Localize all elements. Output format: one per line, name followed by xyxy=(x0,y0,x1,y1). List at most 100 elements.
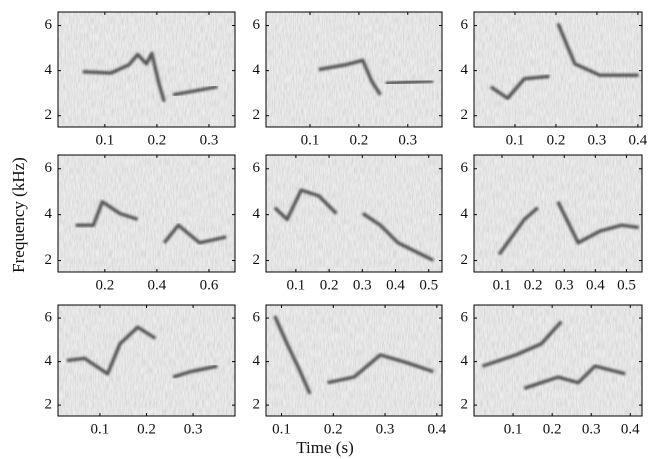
x-tick-label: 0.1 xyxy=(95,132,114,148)
x-tick-label: 0.3 xyxy=(184,421,203,437)
y-tick-label: 4 xyxy=(45,62,53,78)
y-tick-label: 2 xyxy=(253,397,261,413)
x-tick-label: 0.2 xyxy=(350,132,369,148)
y-tick-label: 4 xyxy=(253,62,261,78)
x-tick-label: 0.3 xyxy=(376,421,395,437)
spectral-trace xyxy=(327,353,434,385)
x-tick-label: 0.3 xyxy=(555,277,574,293)
y-tick-label: 6 xyxy=(461,17,469,33)
y-tick-label: 4 xyxy=(45,353,53,369)
y-tick-label: 6 xyxy=(253,160,261,176)
x-tick-label: 0.1 xyxy=(91,421,110,437)
plot-frame xyxy=(265,11,443,128)
spectral-trace xyxy=(66,325,157,376)
x-tick-label: 0.4 xyxy=(427,421,446,437)
x-tick-label: 0.1 xyxy=(287,277,306,293)
plot-frame xyxy=(473,304,643,417)
spectral-trace xyxy=(556,201,639,245)
panel: 0.1 0.2 0.3 0.4 2 4 6 xyxy=(253,304,447,437)
spectral-trace xyxy=(82,51,166,103)
x-tick-label: 0.1 xyxy=(506,132,525,148)
y-tick-label: 6 xyxy=(45,17,53,33)
panel: 0.1 0.2 0.3 0.4 0.5 2 4 6 xyxy=(253,154,443,293)
y-tick-label: 4 xyxy=(45,206,53,222)
spectral-trace xyxy=(172,85,218,97)
y-tick-label: 6 xyxy=(461,160,469,176)
y-tick-label: 6 xyxy=(253,309,261,325)
plot-frame xyxy=(473,11,643,128)
x-tick-label: 0.1 xyxy=(504,421,523,437)
y-tick-label: 4 xyxy=(253,206,261,222)
x-tick-label: 0.4 xyxy=(621,421,640,437)
y-tick-label: 4 xyxy=(461,206,469,222)
x-axis-label: Time (s) xyxy=(296,438,353,457)
plot-frame xyxy=(57,11,236,128)
spectral-trace xyxy=(75,200,139,227)
y-tick-label: 2 xyxy=(253,107,261,123)
x-tick-label: 0.2 xyxy=(95,277,114,293)
panel: 0.1 0.2 0.3 0.4 2 4 6 xyxy=(461,11,648,148)
x-tick-label: 0.3 xyxy=(200,132,219,148)
x-tick-label: 0.2 xyxy=(324,421,343,437)
spectral-trace xyxy=(162,223,227,245)
spectral-trace xyxy=(556,22,639,78)
y-tick-label: 4 xyxy=(253,353,261,369)
spectrogram-texture xyxy=(58,305,235,416)
x-tick-label: 0.5 xyxy=(617,277,636,293)
x-tick-label: 0.1 xyxy=(301,132,320,148)
spectral-trace xyxy=(273,188,338,222)
spectrogram-texture xyxy=(266,305,442,416)
plot-frame xyxy=(265,154,443,273)
panel: 0.1 0.2 0.3 2 4 6 xyxy=(45,11,236,148)
x-tick-label: 0.2 xyxy=(320,277,339,293)
spectral-trace xyxy=(489,74,550,101)
y-tick-label: 2 xyxy=(45,107,53,123)
spectral-trace xyxy=(523,364,626,390)
x-tick-label: 0.2 xyxy=(137,421,156,437)
y-tick-label: 2 xyxy=(461,252,469,268)
y-tick-label: 6 xyxy=(461,309,469,325)
spectral-trace xyxy=(318,58,382,96)
y-tick-label: 4 xyxy=(461,62,469,78)
x-tick-label: 0.4 xyxy=(386,277,405,293)
spectrogram-texture xyxy=(58,12,235,127)
y-tick-label: 6 xyxy=(45,309,53,325)
spectrogram-texture xyxy=(474,155,642,272)
x-tick-label: 0.6 xyxy=(200,277,219,293)
panel: 0.1 0.2 0.3 2 4 6 xyxy=(45,304,236,437)
x-tick-label: 0.5 xyxy=(419,277,438,293)
spectral-trace xyxy=(273,315,312,395)
y-tick-label: 2 xyxy=(45,252,53,268)
panel: 0.1 0.2 0.3 0.4 2 4 6 xyxy=(461,304,643,437)
y-tick-label: 2 xyxy=(461,397,469,413)
x-tick-label: 0.2 xyxy=(543,421,562,437)
plot-frame xyxy=(265,304,443,417)
x-tick-label: 0.2 xyxy=(524,277,543,293)
x-tick-label: 0.1 xyxy=(272,421,291,437)
y-tick-label: 6 xyxy=(253,17,261,33)
panel: 0.2 0.4 0.6 2 4 6 xyxy=(45,154,236,293)
x-tick-label: 0.4 xyxy=(148,277,167,293)
y-tick-label: 2 xyxy=(45,397,53,413)
spectral-trace xyxy=(385,79,434,86)
spectral-trace xyxy=(497,206,539,256)
x-tick-label: 0.3 xyxy=(398,132,417,148)
plot-frame xyxy=(57,154,236,273)
y-tick-label: 4 xyxy=(461,353,469,369)
spectrogram-texture xyxy=(58,155,235,272)
x-tick-label: 0.3 xyxy=(588,132,607,148)
panel: 0.1 0.2 0.3 0.4 0.5 2 4 6 xyxy=(461,154,643,293)
spectrogram-texture xyxy=(266,155,442,272)
y-axis-label: Frequency (kHz) xyxy=(9,157,28,273)
spectral-trace xyxy=(481,320,563,368)
spectrogram-texture xyxy=(266,12,442,127)
x-tick-label: 0.4 xyxy=(586,277,605,293)
y-tick-label: 2 xyxy=(461,107,469,123)
x-tick-label: 0.1 xyxy=(493,277,512,293)
x-tick-label: 0.4 xyxy=(629,132,648,148)
spectral-trace xyxy=(361,212,434,262)
x-tick-label: 0.3 xyxy=(582,421,601,437)
y-tick-label: 6 xyxy=(45,160,53,176)
panel: 0.1 0.2 0.3 2 4 6 xyxy=(253,11,443,148)
